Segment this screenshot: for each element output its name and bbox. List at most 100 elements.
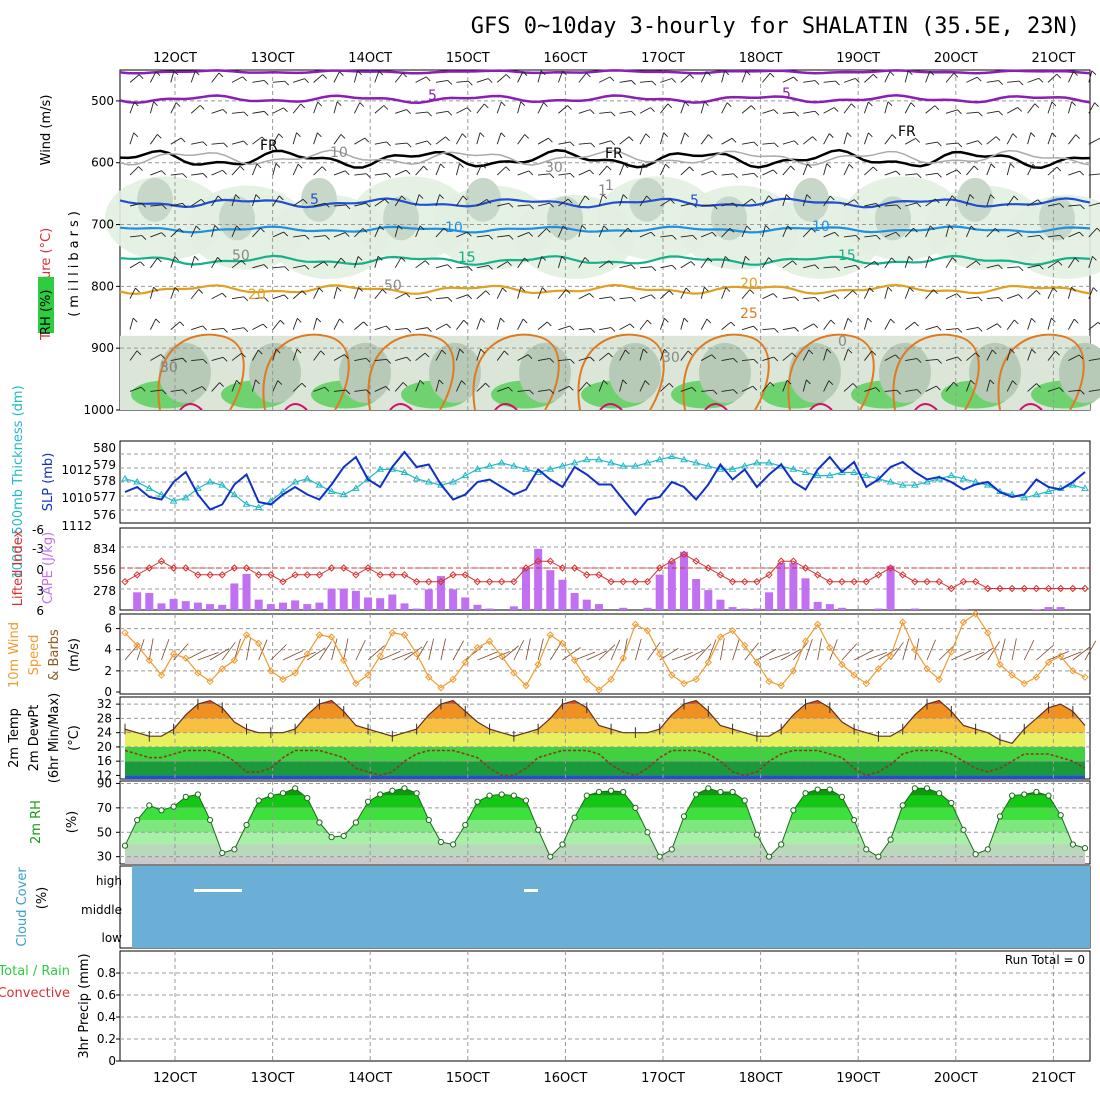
wind-barb xyxy=(354,137,365,145)
wind-barb-flag xyxy=(160,354,166,359)
cloud-ylabel-1: Cloud Cover xyxy=(15,867,30,947)
wind-barb-flag xyxy=(746,225,752,231)
date-label-bottom: 19OCT xyxy=(836,1071,880,1086)
wind-barb-flag xyxy=(223,328,228,333)
contour-label: 50 xyxy=(160,360,178,376)
wind-barb-flag xyxy=(1013,319,1019,325)
wind-barb xyxy=(211,382,220,392)
cape-ylabel: CAPE (J/kg) xyxy=(41,532,56,604)
wind-barb xyxy=(599,111,612,114)
wind-barb-flag xyxy=(1057,260,1063,266)
wind-barb xyxy=(659,318,665,330)
wind-barb-flag xyxy=(646,195,651,201)
wind-barb xyxy=(1072,646,1091,661)
wind-speed-point xyxy=(340,656,348,664)
wind-barb-flag xyxy=(937,172,942,178)
wind-barb xyxy=(231,327,244,331)
wind-barb xyxy=(231,225,237,238)
wind-barb-flag xyxy=(628,136,634,142)
cape-bar xyxy=(1056,607,1065,610)
wind-barb-flag xyxy=(975,352,980,358)
wind-barb xyxy=(884,134,893,145)
wind-barb-flag xyxy=(671,265,677,270)
wind-barb-flag xyxy=(358,287,363,292)
thickness-point xyxy=(825,471,834,479)
wind-barb-flag xyxy=(322,74,328,79)
wind-barb xyxy=(762,142,775,145)
wind-barb xyxy=(1007,294,1019,300)
wind-barb-flag xyxy=(548,137,553,143)
wind-barb xyxy=(374,289,383,300)
wind-barb-flag xyxy=(998,110,1003,116)
wind-barb-flag xyxy=(828,380,834,385)
cape-bar xyxy=(667,561,676,610)
cape-bar xyxy=(449,589,458,610)
lifted-index-point xyxy=(485,577,494,586)
thickness-point xyxy=(522,465,530,472)
wind-barb xyxy=(647,641,661,661)
contour-label: 5 xyxy=(690,193,699,209)
wind-barb-flag xyxy=(1036,383,1041,388)
wind-barb xyxy=(497,386,509,392)
wind-barb-flag xyxy=(769,72,775,78)
wind-barb-flag xyxy=(704,286,709,292)
wind-barb xyxy=(761,225,766,238)
cape-bar xyxy=(230,583,239,610)
wind-barb-flag xyxy=(687,350,693,356)
wind-barb-flag xyxy=(1078,354,1084,360)
rh-point xyxy=(121,842,129,849)
wind-barb xyxy=(905,173,918,176)
wind-barb xyxy=(639,195,647,207)
wind-barb xyxy=(680,132,686,145)
date-label-top: 13OCT xyxy=(251,51,295,66)
temp-band xyxy=(125,761,1085,776)
thickness-point xyxy=(813,471,822,479)
wind-barb xyxy=(945,381,955,392)
wind-barb xyxy=(1047,234,1060,238)
wind-barb-flag xyxy=(872,166,878,172)
thickness-point xyxy=(850,468,858,475)
lifted-tick-label: 3 xyxy=(36,584,44,598)
wind-barb-flag xyxy=(155,318,161,324)
rh-shade-mid xyxy=(711,196,747,241)
wind-speed-point xyxy=(1008,671,1016,679)
rh-shade-mid xyxy=(793,177,829,222)
rh-point xyxy=(656,853,663,860)
wind-barb-flag xyxy=(443,227,449,233)
wind-speed-point xyxy=(826,643,834,652)
wind-barb-flag xyxy=(994,228,1000,233)
wind-barb xyxy=(986,379,991,392)
wind-barb-flag xyxy=(750,105,756,110)
wind-barb-flag xyxy=(569,325,575,331)
wind-barb xyxy=(313,386,325,392)
wind-barb xyxy=(293,234,306,238)
wind-barb xyxy=(313,261,325,269)
cape-bar xyxy=(692,579,701,610)
wind-barb-flag xyxy=(644,380,650,385)
wind-barb-flag xyxy=(806,194,812,199)
isotherm-minus-5-top xyxy=(119,69,1091,75)
wind-barb xyxy=(660,264,673,269)
wind-barb xyxy=(1088,202,1100,207)
wind-barb-flag xyxy=(889,71,895,76)
contour-label: 20 xyxy=(740,276,758,292)
wind-barb xyxy=(741,325,754,331)
wind-barb-flag xyxy=(769,381,775,387)
wind-barb xyxy=(455,348,461,361)
lifted-index-point xyxy=(510,577,518,586)
contour-label: 10 xyxy=(812,219,830,235)
wind-barb xyxy=(1006,195,1015,207)
wind-barb-flag xyxy=(562,70,567,76)
wind-barb-flag xyxy=(978,111,983,117)
wind-barb-flag xyxy=(887,101,893,107)
wind-barb xyxy=(619,227,629,238)
cape-tick-label: 8 xyxy=(108,604,116,618)
wind-barb-flag xyxy=(937,359,942,364)
thickness-point xyxy=(595,455,603,463)
rh-point xyxy=(206,816,214,824)
wind-barb-flag xyxy=(317,101,323,107)
wind-barb-flag xyxy=(704,101,709,107)
wind-barb xyxy=(557,70,564,83)
temp-band xyxy=(125,732,1085,747)
rh-point xyxy=(741,797,748,804)
